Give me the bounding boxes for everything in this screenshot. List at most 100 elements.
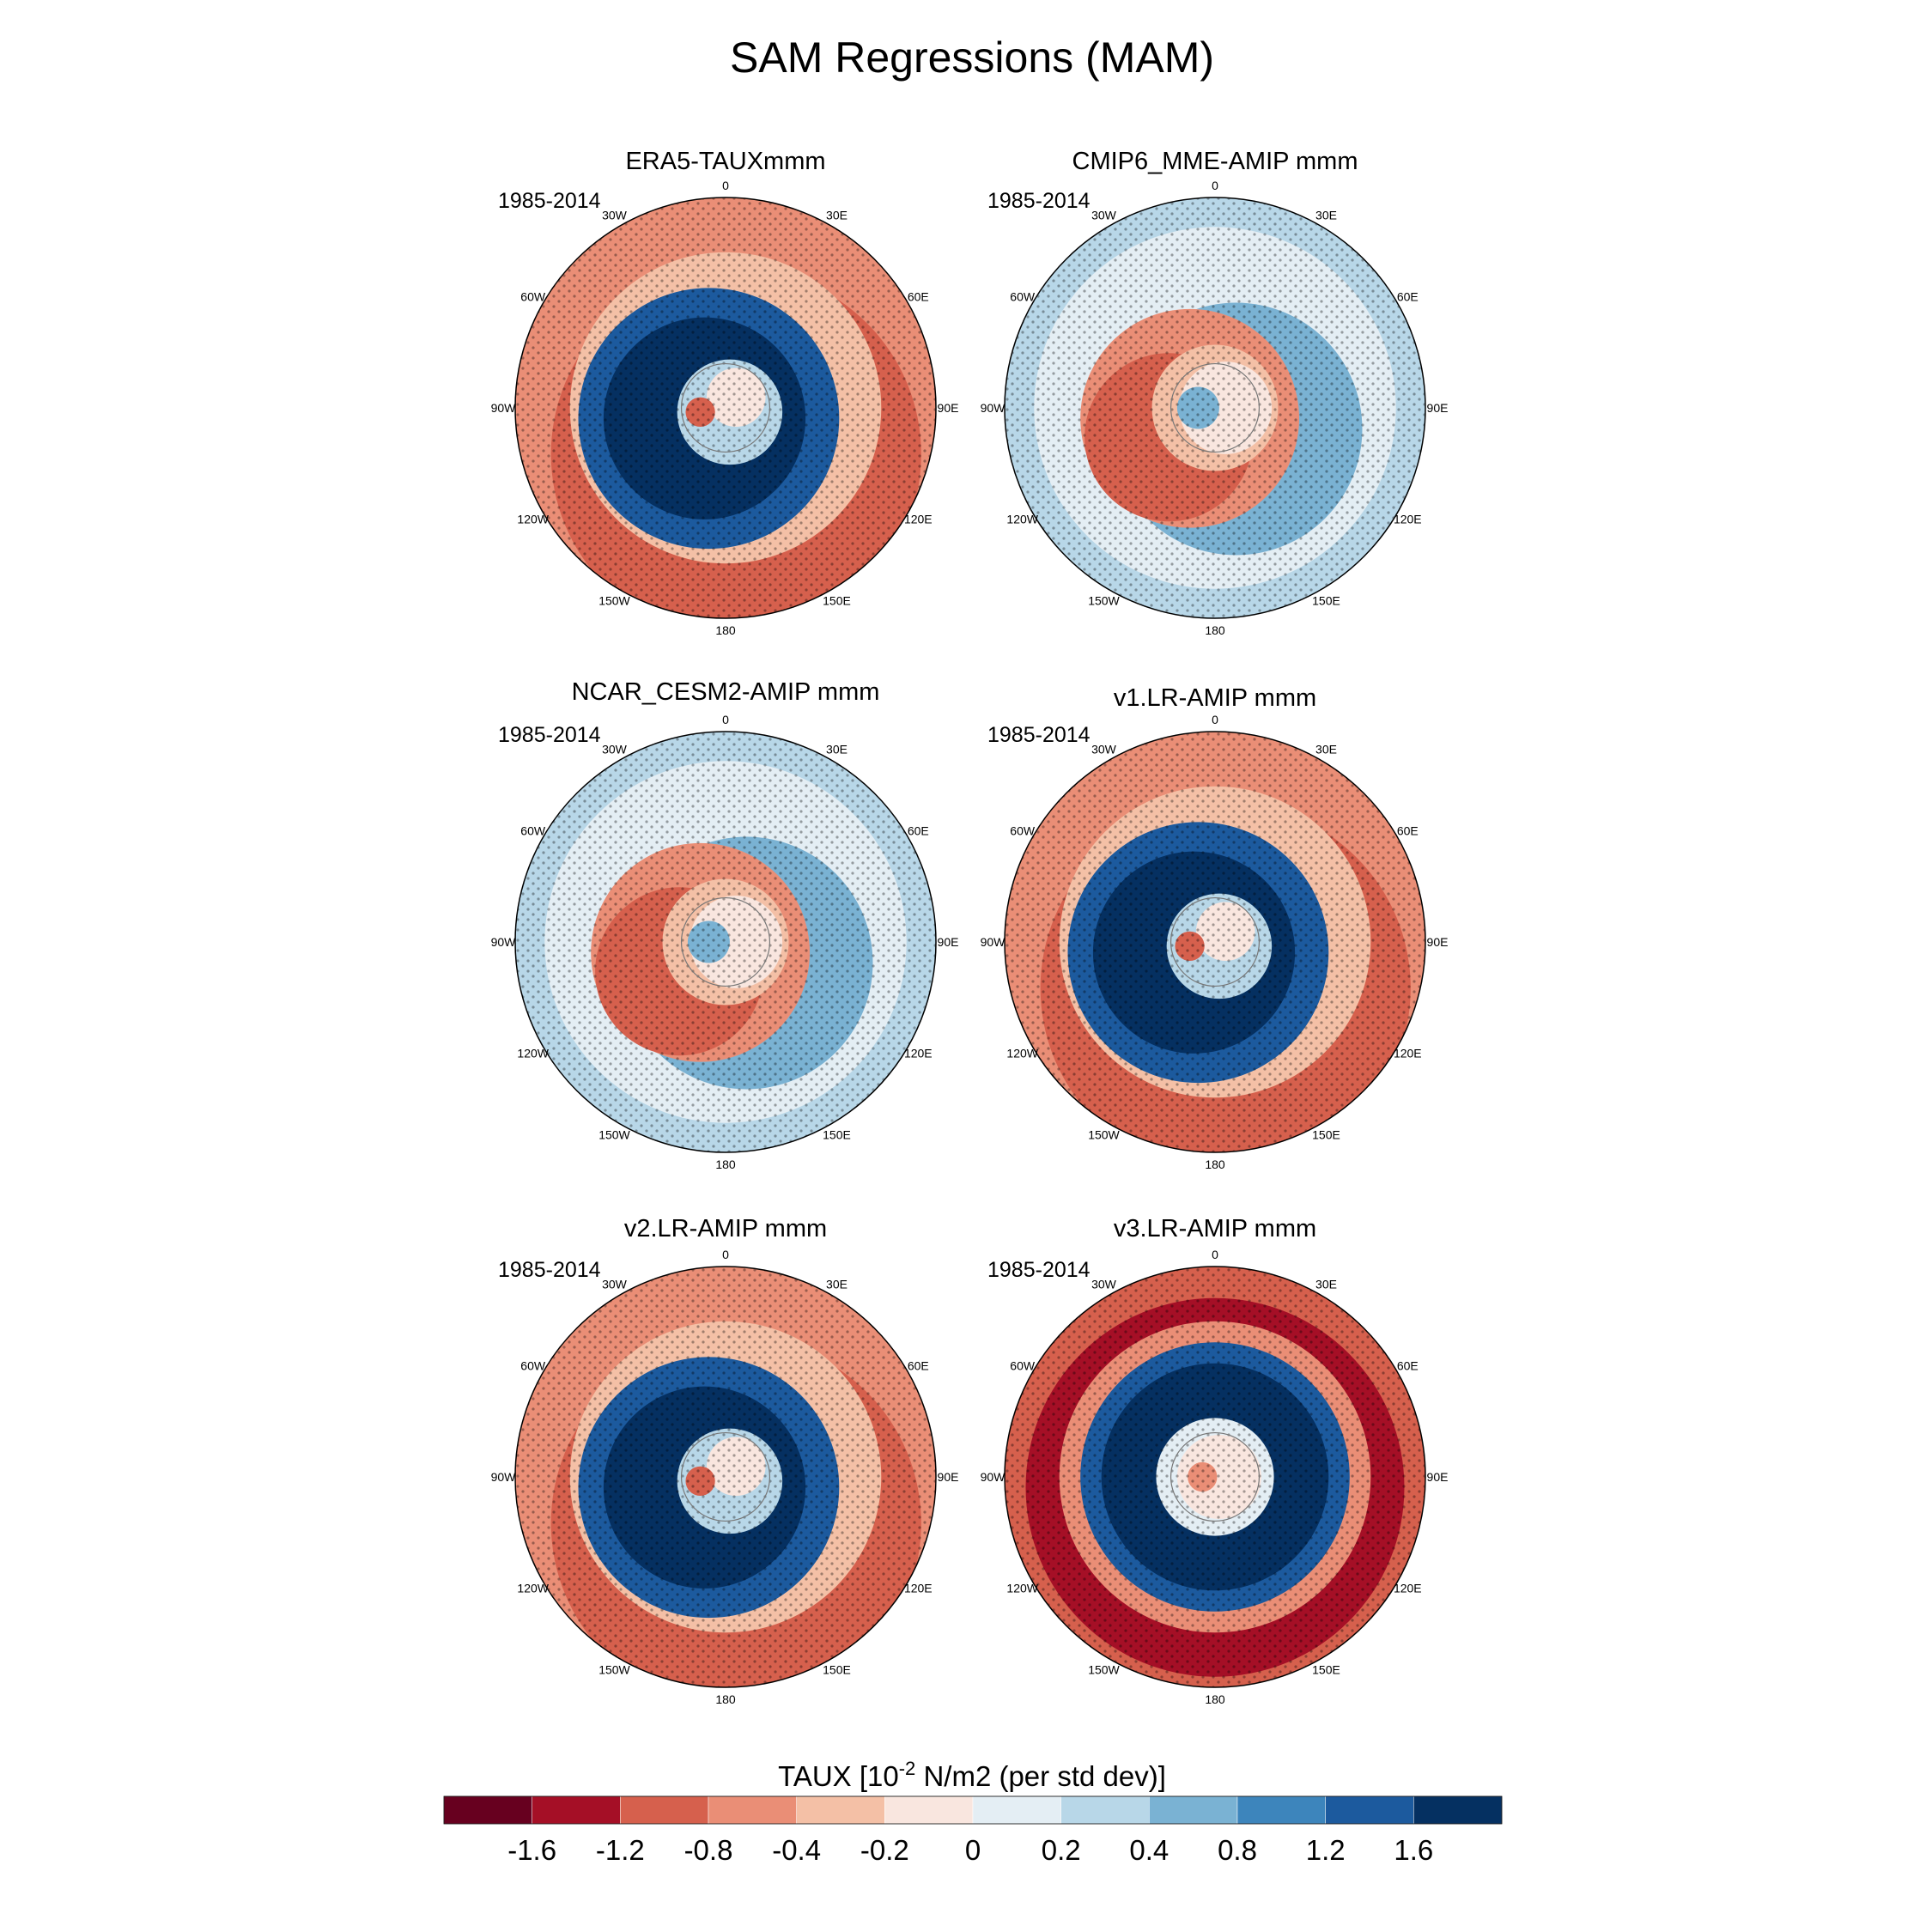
lon-label: 120W: [517, 1582, 549, 1595]
colorbar-title-rest: N/m2 (per std dev)]: [915, 1760, 1166, 1792]
field-layers: [1005, 732, 1425, 1152]
colorbar-tick-label: -0.2: [860, 1834, 909, 1866]
antarctica-coastline: [1170, 1431, 1261, 1522]
colorbar-tick-label: -0.8: [684, 1834, 733, 1866]
field-layers: [515, 732, 936, 1152]
map-boundary: [1004, 731, 1426, 1153]
lon-label: 120E: [904, 1582, 933, 1595]
lon-label: 120W: [1006, 1582, 1038, 1595]
lon-label: 60W: [1010, 824, 1036, 838]
lon-label: 0: [1212, 179, 1218, 192]
lon-label: 150E: [1312, 1127, 1340, 1141]
lon-label: 120E: [904, 1047, 933, 1060]
significance-stipple: [1005, 732, 1425, 1152]
lon-label: 150E: [823, 1127, 851, 1141]
lon-label: 60W: [520, 1359, 546, 1373]
colorbar-box: [1060, 1795, 1150, 1825]
antarctica-coastline: [680, 896, 771, 987]
colorbar-box: [532, 1795, 621, 1825]
lon-label: 60W: [520, 290, 546, 304]
lon-label: 90E: [1427, 935, 1449, 949]
colorbar-tick-labels: -1.6 -1.2 -0.8 -0.4 -0.2 0 0.2 0.4 0.8 1.2 1.6: [507, 1834, 1433, 1866]
lon-label: 120E: [904, 513, 933, 526]
lon-label: 150W: [1088, 1127, 1120, 1141]
field-layers: [515, 1267, 936, 1687]
panel-period: 1985-2014: [987, 189, 1091, 213]
lon-label: 90E: [938, 401, 959, 415]
panel-title: v3.LR-AMIP mmm: [1114, 1215, 1316, 1242]
map-panel-5: v2.LR-AMIP mmm 1985-2014 0 30E 60E 90E 120E 150…: [491, 1215, 959, 1706]
map-panel-3: NCAR_CESM2-AMIP mmm 1985-2014 0 30E 60E 90E 12…: [491, 678, 959, 1171]
antarctica-coastline: [680, 362, 771, 453]
lon-label: 90W: [981, 401, 1006, 415]
lon-label: 60E: [1397, 824, 1419, 838]
lon-label: 180: [715, 1157, 736, 1171]
panel-title: v1.LR-AMIP mmm: [1114, 684, 1316, 712]
significance-stipple: [1005, 1267, 1425, 1687]
panel-title: ERA5-TAUXmmm: [625, 148, 825, 175]
map-panel-4: v1.LR-AMIP mmm 1985-2014 0 30E 60E 90E 120E 150…: [981, 684, 1449, 1171]
panel-period: 1985-2014: [498, 1258, 601, 1282]
lon-label: 150E: [823, 1662, 851, 1676]
lon-label: 0: [722, 1248, 729, 1261]
significance-stipple: [1005, 197, 1425, 618]
colorbar: TAUX [10-2 N/m2 (per std dev)] -1.6 -1.2-…: [443, 1758, 1503, 1866]
lon-label: 180: [715, 1692, 736, 1706]
colorbar-box: [708, 1795, 797, 1825]
lon-label: 30E: [826, 1278, 848, 1291]
figure-title: SAM Regressions (MAM): [730, 33, 1214, 82]
map-panel-1: ERA5-TAUXmmm 1985-2014 0 30E 60E 90E 120E 150E 1…: [491, 148, 959, 637]
lon-label: 150E: [1312, 593, 1340, 607]
map-boundary: [514, 197, 937, 619]
lon-label: 150E: [823, 593, 851, 607]
lon-label: 30W: [1091, 743, 1117, 756]
colorbar-title: TAUX [10-2 N/m2 (per std dev)]: [778, 1758, 1166, 1792]
lon-label: 90E: [938, 935, 959, 949]
lon-label: 30E: [1315, 743, 1337, 756]
colorbar-tick-label: -1.2: [596, 1834, 645, 1866]
map-panel-2: CMIP6_MME-AMIP mmm 1985-2014 0 30E 60E 90E 120…: [981, 148, 1449, 637]
colorbar-frame: [443, 1795, 1503, 1825]
lon-label: 30W: [602, 743, 628, 756]
lon-label: 90E: [938, 1470, 959, 1484]
map-boundary: [1004, 1266, 1426, 1688]
colorbar-box: [1325, 1795, 1414, 1825]
lon-label: 60W: [1010, 290, 1036, 304]
lon-label: 90W: [491, 401, 517, 415]
panel-period: 1985-2014: [498, 723, 601, 747]
colorbar-box: [796, 1795, 885, 1825]
colorbar-tick-label: 0: [965, 1834, 981, 1866]
lon-label: 150W: [598, 1662, 630, 1676]
colorbar-tick-label: -0.4: [772, 1834, 821, 1866]
lon-label: 150W: [1088, 1662, 1120, 1676]
significance-stipple: [515, 197, 936, 618]
colorbar-tick-label: 0.8: [1218, 1834, 1257, 1866]
lon-label: 60E: [908, 1359, 929, 1373]
map-boundary: [514, 731, 937, 1153]
panel-title: v2.LR-AMIP mmm: [624, 1215, 827, 1242]
lon-label: 120W: [1006, 1047, 1038, 1060]
lon-label: 30E: [1315, 209, 1337, 222]
panel-period: 1985-2014: [987, 1258, 1091, 1282]
lon-label: 30W: [602, 209, 628, 222]
lon-label: 180: [1205, 1157, 1225, 1171]
antarctica-coastline: [1170, 362, 1261, 453]
colorbar-box: [620, 1795, 709, 1825]
lon-label: 180: [1205, 623, 1225, 637]
colorbar-title-main: TAUX [10: [778, 1760, 899, 1792]
colorbar-box: [972, 1795, 1061, 1825]
lon-label: 60E: [1397, 290, 1419, 304]
lon-label: 30E: [1315, 1278, 1337, 1291]
lon-label: 120E: [1394, 513, 1422, 526]
panel-period: 1985-2014: [498, 189, 601, 213]
lon-label: 30E: [826, 743, 848, 756]
lon-label: 180: [1205, 1692, 1225, 1706]
lon-label: 90W: [981, 935, 1006, 949]
lon-label: 120W: [517, 1047, 549, 1060]
lon-label: 180: [715, 623, 736, 637]
colorbar-box: [1413, 1795, 1503, 1825]
lon-label: 0: [1212, 713, 1218, 726]
lon-label: 150W: [598, 593, 630, 607]
lon-label: 90E: [1427, 401, 1449, 415]
